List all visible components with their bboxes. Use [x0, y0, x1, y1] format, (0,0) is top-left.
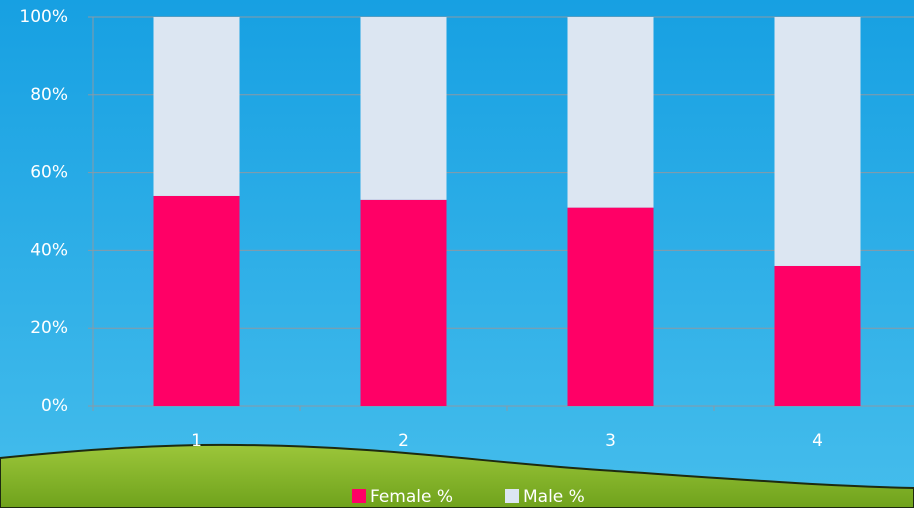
- bar-segment: [360, 199, 447, 406]
- y-tick-label: 100%: [19, 7, 68, 27]
- y-tick-label: 40%: [30, 240, 68, 260]
- x-tick-label: 4: [812, 431, 823, 451]
- y-tick-label: 80%: [30, 85, 68, 105]
- x-tick-label: 1: [191, 431, 202, 451]
- x-tick-label: 3: [605, 431, 616, 451]
- y-tick-label: 20%: [30, 318, 68, 338]
- y-tick-label: 0%: [41, 396, 68, 416]
- y-tick-label: 60%: [30, 163, 68, 183]
- legend-swatch: [505, 489, 519, 503]
- bar-segment: [153, 17, 240, 196]
- hill: [0, 443, 914, 508]
- legend-label: Female %: [370, 487, 453, 507]
- bar-segment: [153, 195, 240, 406]
- legend-swatch: [352, 489, 366, 503]
- x-tick-label: 2: [398, 431, 409, 451]
- bar-segment: [567, 207, 654, 406]
- bar-segment: [567, 17, 654, 208]
- bar-segment: [774, 265, 861, 406]
- legend-label: Male %: [523, 487, 585, 507]
- bar-segment: [360, 17, 447, 200]
- bar-segment: [774, 17, 861, 266]
